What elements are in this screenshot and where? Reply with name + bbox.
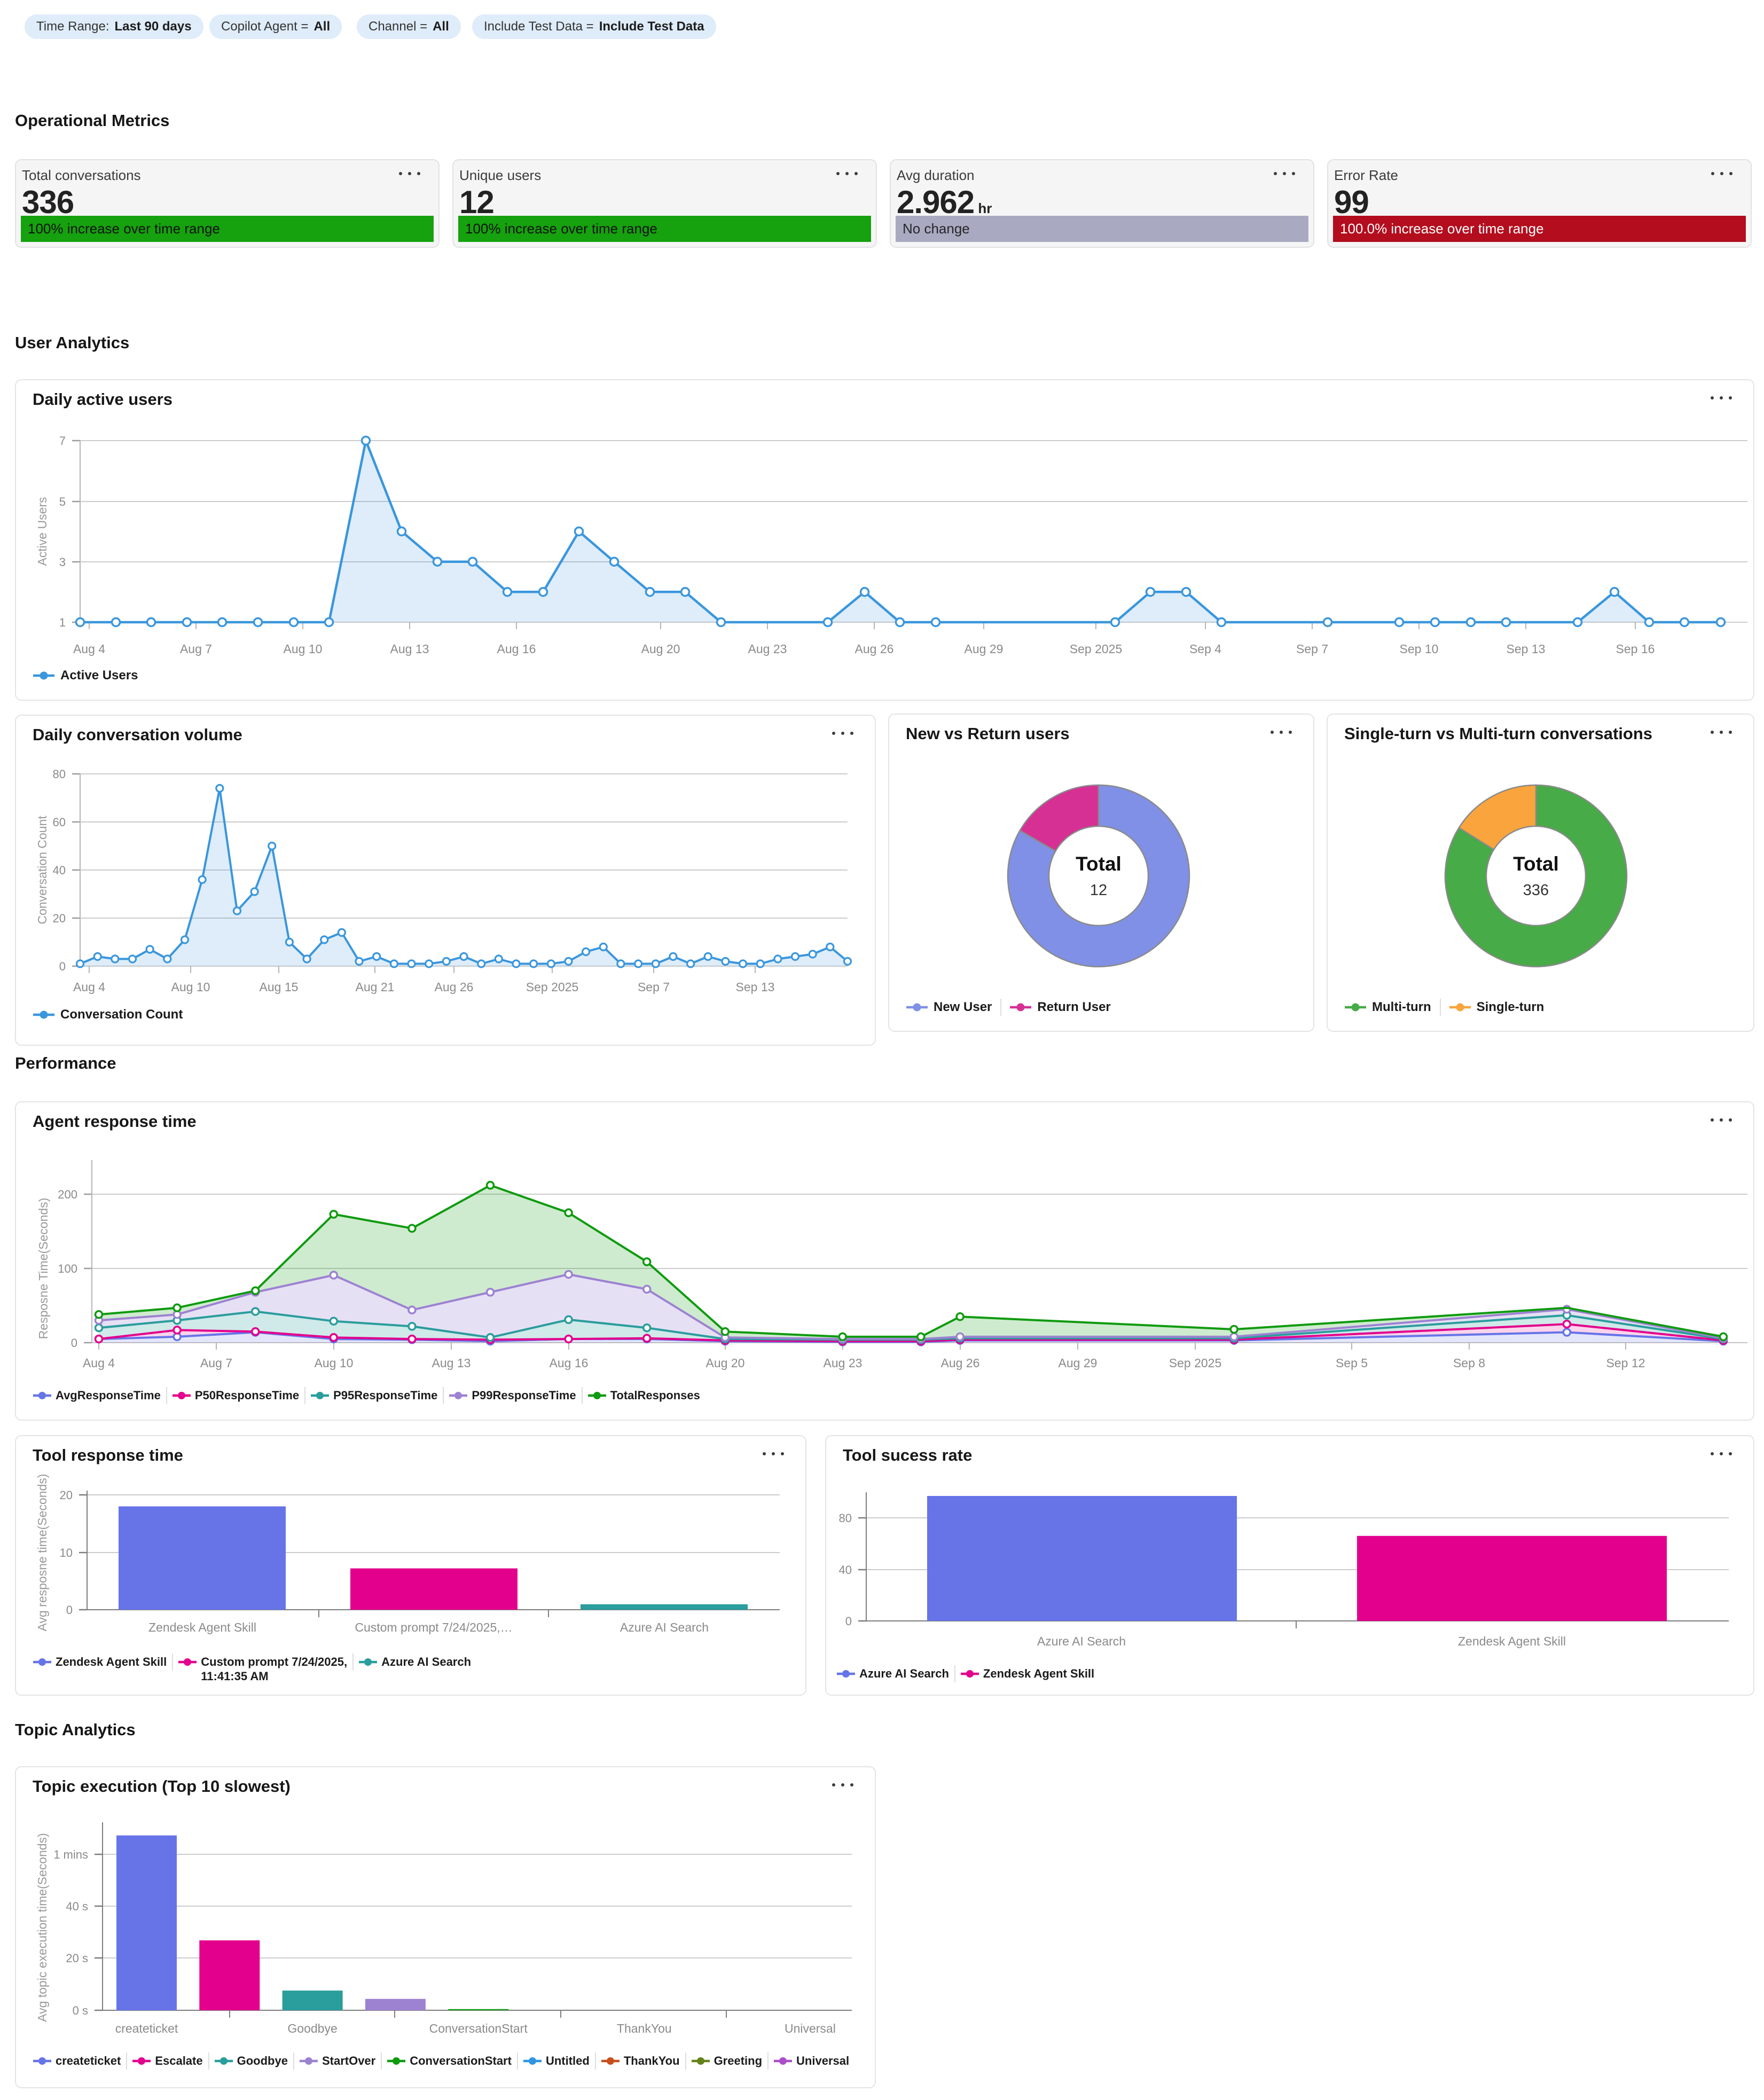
svg-text:336: 336 [1523, 882, 1549, 899]
svg-text:Aug 16: Aug 16 [497, 642, 536, 656]
svg-text:100: 100 [58, 1262, 77, 1275]
svg-text:Aug 23: Aug 23 [748, 642, 787, 656]
svg-text:ConversationStart: ConversationStart [429, 2021, 528, 2035]
svg-text:Aug 16: Aug 16 [550, 1356, 589, 1370]
svg-text:Total: Total [1076, 853, 1122, 875]
svg-text:Goodbye: Goodbye [287, 2021, 337, 2035]
svg-text:40: 40 [53, 864, 66, 877]
svg-text:3: 3 [59, 555, 66, 569]
svg-text:0: 0 [66, 1603, 73, 1617]
svg-text:Sep 2025: Sep 2025 [1169, 1356, 1221, 1370]
svg-text:5: 5 [59, 495, 66, 508]
svg-text:Aug 4: Aug 4 [83, 1356, 115, 1370]
svg-text:0: 0 [845, 1615, 852, 1628]
svg-text:Aug 23: Aug 23 [824, 1356, 863, 1370]
svg-text:80: 80 [53, 767, 66, 781]
svg-text:Sep 5: Sep 5 [1336, 1356, 1368, 1370]
svg-text:Aug 10: Aug 10 [171, 980, 210, 994]
svg-text:Sep 10: Sep 10 [1400, 642, 1439, 656]
svg-text:Aug 26: Aug 26 [855, 642, 894, 656]
svg-text:Zendesk Agent Skill: Zendesk Agent Skill [148, 1620, 256, 1634]
svg-text:Aug 26: Aug 26 [435, 980, 474, 994]
svg-text:Sep 13: Sep 13 [736, 980, 775, 994]
svg-text:0: 0 [71, 1336, 77, 1350]
svg-text:createticket: createticket [115, 2021, 178, 2035]
svg-text:20: 20 [60, 1488, 73, 1502]
svg-text:Total: Total [1513, 853, 1559, 875]
svg-text:Aug 7: Aug 7 [180, 642, 212, 656]
svg-text:Sep 2025: Sep 2025 [526, 980, 578, 994]
svg-text:1: 1 [59, 616, 66, 629]
svg-text:Conversation Count: Conversation Count [35, 816, 49, 924]
svg-text:7: 7 [59, 434, 66, 448]
svg-text:ThankYou: ThankYou [617, 2021, 672, 2035]
svg-text:Custom prompt 7/24/2025,…: Custom prompt 7/24/2025,… [355, 1620, 512, 1634]
svg-text:Azure AI Search: Azure AI Search [1037, 1634, 1126, 1648]
svg-text:Aug 15: Aug 15 [260, 980, 299, 994]
svg-text:40 s: 40 s [66, 1900, 88, 1913]
svg-text:Zendesk Agent Skill: Zendesk Agent Skill [1458, 1634, 1566, 1648]
svg-text:Avg topic execution time(Secon: Avg topic execution time(Seconds) [35, 1833, 49, 2022]
svg-text:Aug 20: Aug 20 [706, 1356, 745, 1370]
svg-text:60: 60 [53, 816, 66, 829]
svg-text:Aug 29: Aug 29 [1059, 1356, 1097, 1370]
svg-text:0 s: 0 s [73, 2004, 88, 2017]
svg-text:Aug 13: Aug 13 [432, 1356, 471, 1370]
svg-text:Aug 21: Aug 21 [356, 980, 395, 994]
svg-text:Universal: Universal [785, 2021, 836, 2035]
svg-text:Active Users: Active Users [35, 497, 49, 566]
svg-text:Resposne Time(Seconds): Resposne Time(Seconds) [36, 1198, 50, 1339]
svg-text:10: 10 [60, 1546, 73, 1560]
svg-text:Sep 8: Sep 8 [1453, 1356, 1485, 1370]
svg-text:Sep 4: Sep 4 [1189, 642, 1221, 656]
svg-text:Sep 7: Sep 7 [638, 980, 670, 994]
svg-text:Aug 10: Aug 10 [284, 642, 323, 656]
svg-text:Aug 26: Aug 26 [941, 1356, 980, 1370]
svg-text:20 s: 20 s [66, 1952, 88, 1965]
svg-text:Sep 7: Sep 7 [1296, 642, 1328, 656]
svg-text:1 mins: 1 mins [53, 1848, 88, 1861]
svg-text:Aug 29: Aug 29 [965, 642, 1003, 656]
svg-text:Aug 13: Aug 13 [390, 642, 429, 656]
svg-text:Aug 20: Aug 20 [641, 642, 680, 656]
svg-text:Sep 12: Sep 12 [1606, 1356, 1645, 1370]
svg-text:Sep 2025: Sep 2025 [1070, 642, 1122, 656]
svg-text:Avg resposne time(Seconds): Avg resposne time(Seconds) [35, 1474, 49, 1632]
svg-text:200: 200 [58, 1188, 77, 1201]
svg-text:Azure AI Search: Azure AI Search [620, 1620, 709, 1634]
svg-text:Aug 4: Aug 4 [73, 642, 105, 656]
svg-text:Sep 13: Sep 13 [1507, 642, 1546, 656]
svg-text:Aug 4: Aug 4 [73, 980, 105, 994]
svg-text:40: 40 [839, 1563, 852, 1577]
svg-text:Sep 16: Sep 16 [1616, 642, 1655, 656]
svg-text:0: 0 [59, 960, 66, 973]
svg-text:12: 12 [1090, 882, 1107, 899]
svg-text:20: 20 [53, 912, 66, 925]
svg-text:Aug 7: Aug 7 [200, 1356, 232, 1370]
svg-text:80: 80 [839, 1511, 852, 1525]
svg-text:Aug 10: Aug 10 [315, 1356, 354, 1370]
